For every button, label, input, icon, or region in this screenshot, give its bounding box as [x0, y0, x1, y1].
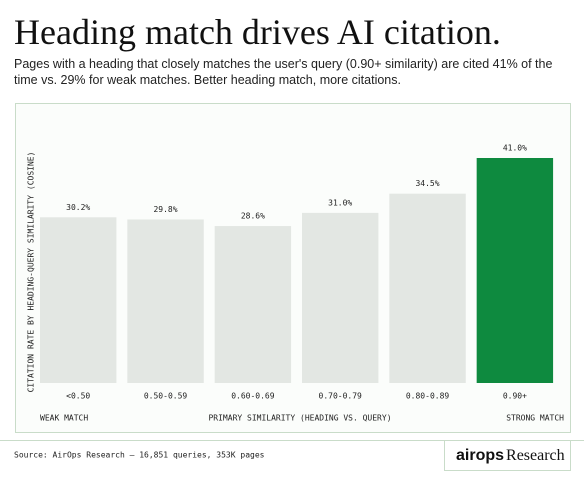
x-tick-label: 0.90+ — [503, 392, 527, 401]
y-axis-label: CITATION RATE BY HEADING-QUERY SIMILARIT… — [27, 152, 36, 393]
subtitle-box: Pages with a heading that closely matche… — [14, 57, 553, 87]
x-tick-label: <0.50 — [66, 392, 90, 401]
x-tick-label: 0.70-0.79 — [319, 392, 363, 401]
bar — [214, 226, 292, 383]
bar — [40, 217, 117, 383]
value-label: 31.0% — [328, 198, 352, 207]
logo-box — [444, 440, 571, 471]
value-label: 28.6% — [241, 212, 265, 221]
x-tick-label: 0.60-0.69 — [231, 392, 275, 401]
source: Source: AirOps Research — 16,851 queries… — [14, 451, 265, 460]
bar — [389, 193, 466, 383]
value-label: 41.0% — [503, 144, 527, 153]
logo-brand: airops — [456, 447, 504, 464]
x-axis-label: PRIMARY SIMILARITY (HEADING VS. QUERY) — [208, 414, 391, 423]
subtitle: Pages with a heading that closely matche… — [14, 57, 553, 87]
bar — [476, 158, 554, 383]
chart-title: Heading match drives AI citation. — [14, 12, 501, 52]
value-label: 29.8% — [153, 205, 177, 214]
logo-suffix: Research — [506, 447, 565, 464]
x-tick-label: 0.80-0.89 — [406, 392, 450, 401]
value-label: 30.2% — [66, 203, 90, 212]
bar — [127, 219, 204, 383]
bar — [302, 212, 379, 383]
value-label: 34.5% — [415, 179, 439, 188]
logo: airops Research — [456, 447, 565, 464]
x-right-label: STRONG MATCH — [506, 414, 564, 423]
x-tick-label: 0.50-0.59 — [144, 392, 188, 401]
x-left-label: WEAK MATCH — [40, 414, 88, 423]
